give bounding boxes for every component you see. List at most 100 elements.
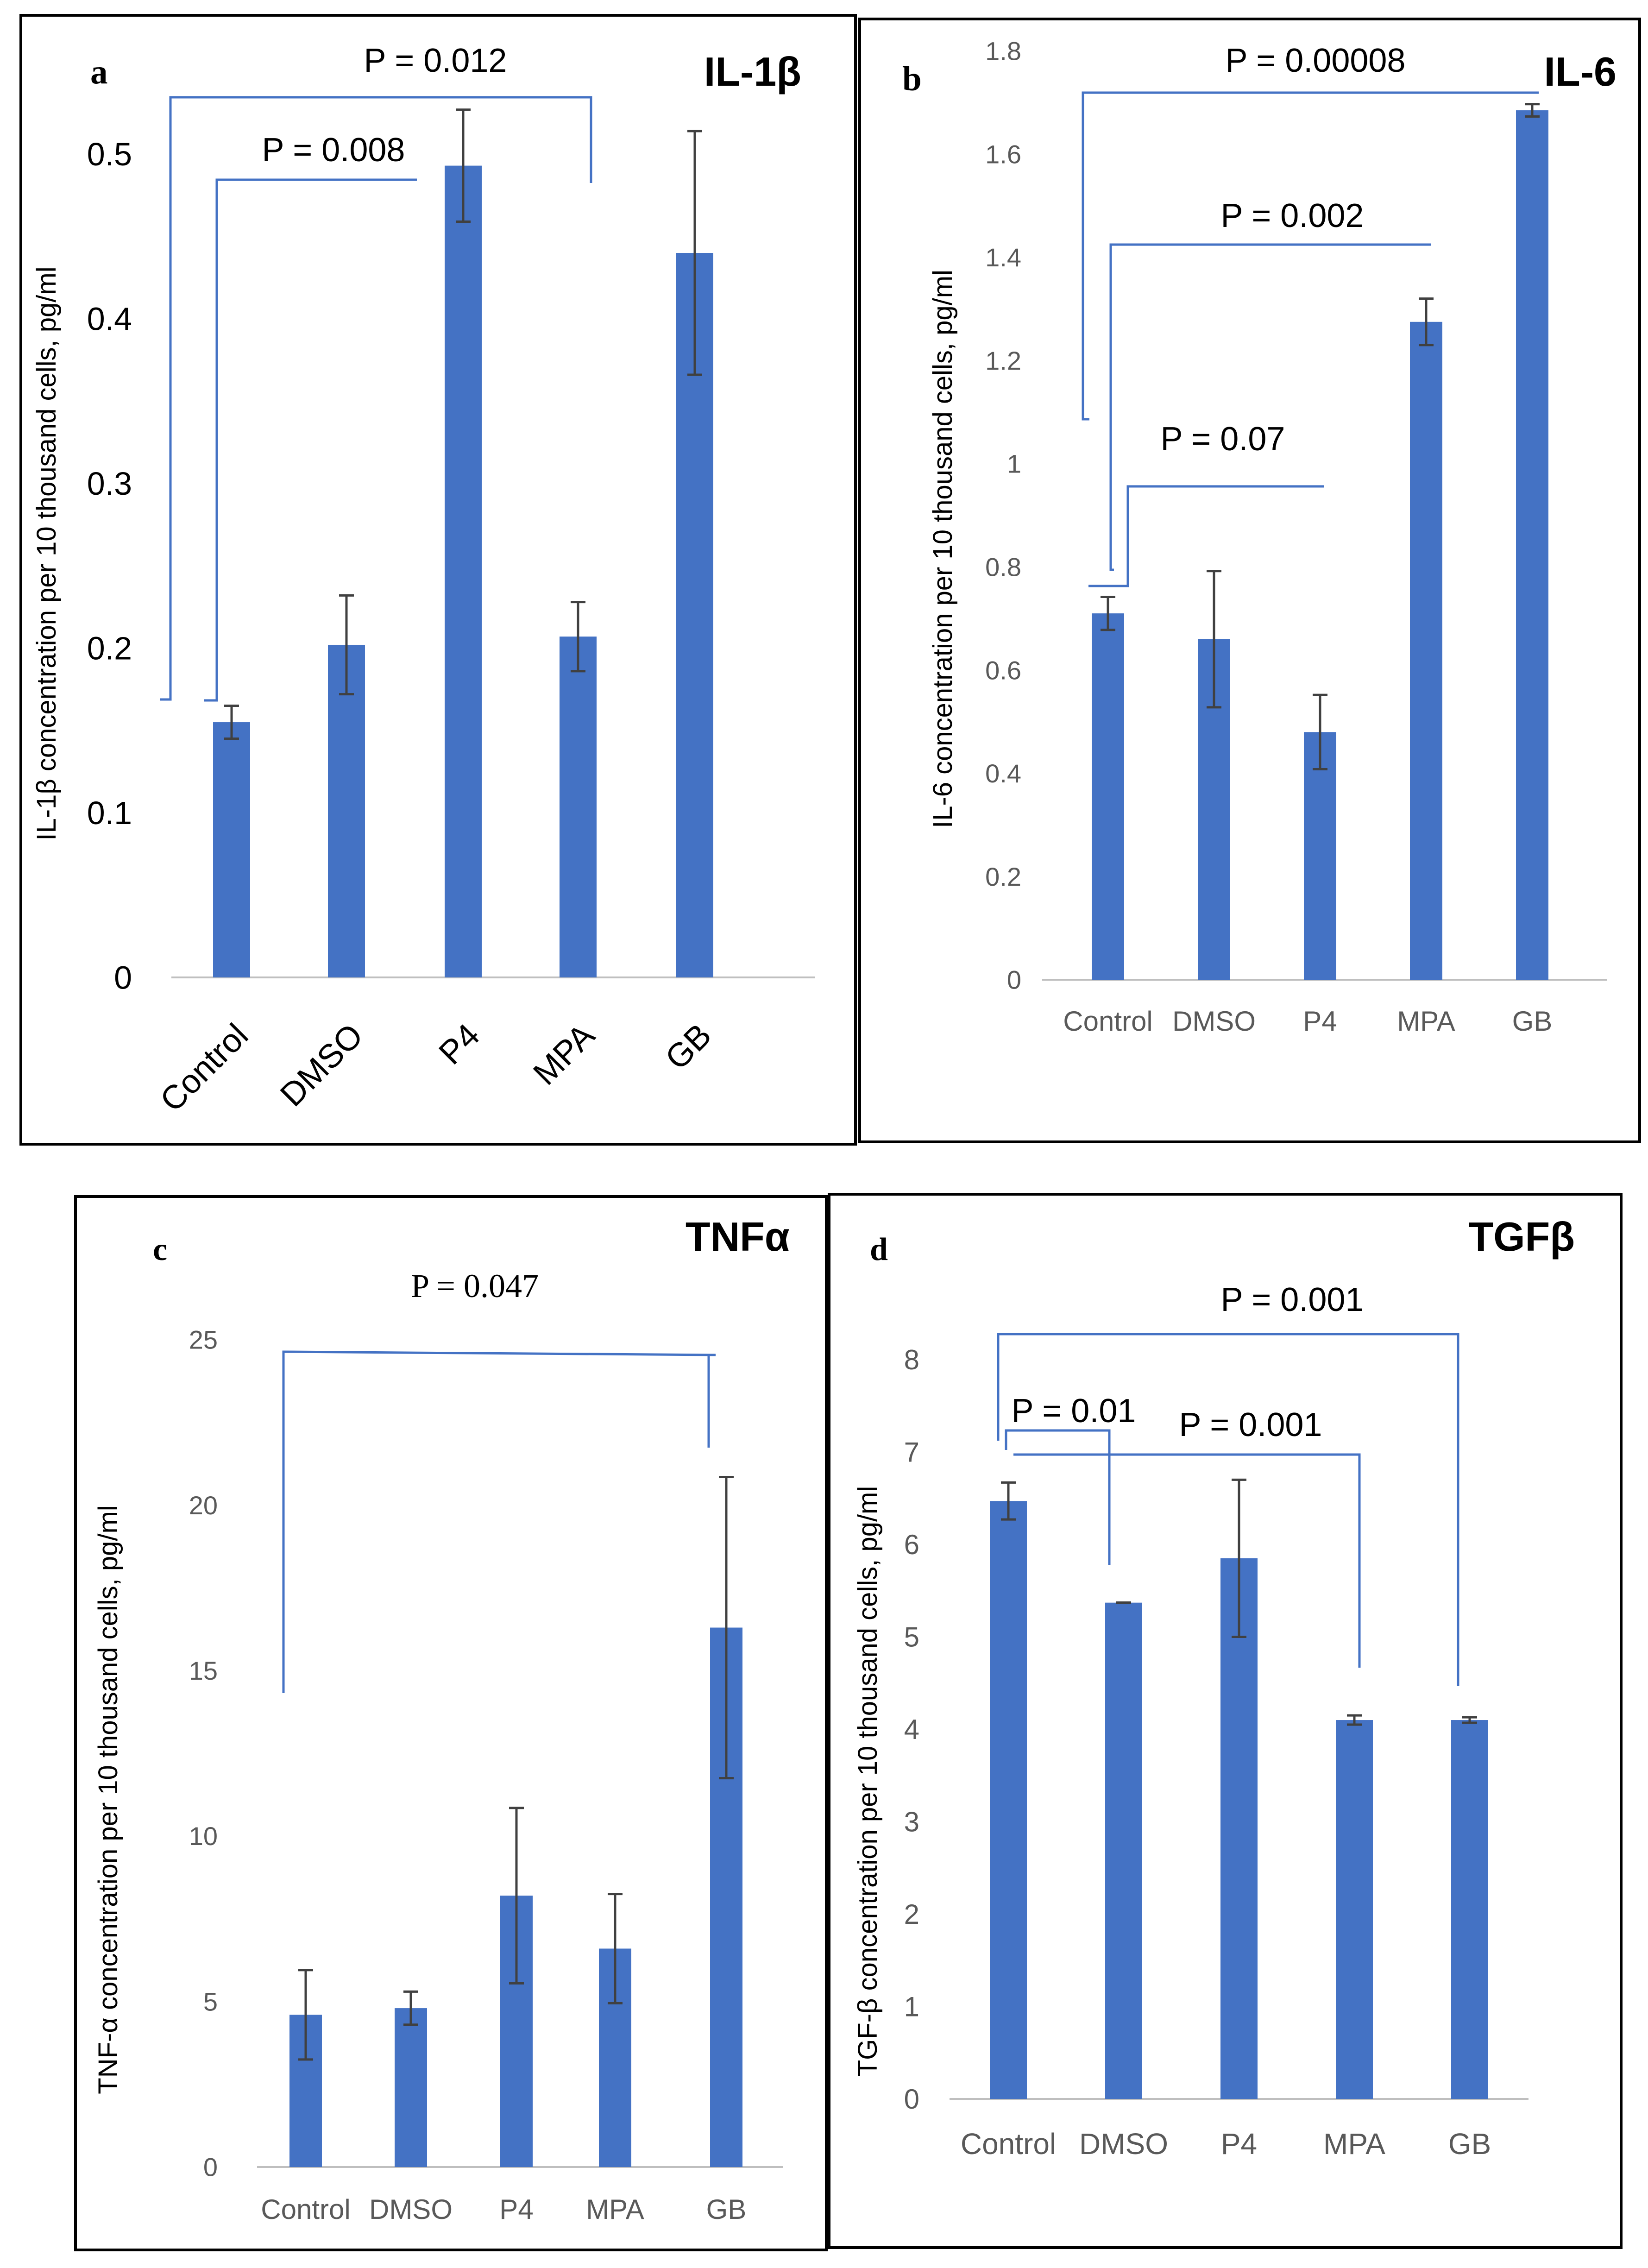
- panel-b-pvalue-control-p4: P = 0.07: [1161, 421, 1285, 458]
- panel-b-y-tick-label: 1.2: [985, 346, 1021, 375]
- panel-a-x-labels: Control DMSO P4 MPA GB: [153, 1017, 719, 1119]
- panel-a-title: IL-1β: [704, 49, 801, 94]
- panel-b-y-ticks: 0 0.2 0.4 0.6 0.8 1 1.2 1.4 1.6 1.8: [985, 37, 1021, 995]
- panel-d-error-bar-control: [1001, 1481, 1016, 1521]
- panel-b-error-bar-gb: [1525, 103, 1540, 118]
- panel-b-bar-control: [1092, 613, 1124, 980]
- panel-c-y-ticks: 0 5 10 15 20 25: [189, 1325, 218, 2182]
- panel-b-y-tick-label: 0.2: [985, 862, 1021, 891]
- panel-d-y-tick-label: 4: [904, 1714, 919, 1745]
- panel-b-il6: b IL-6 IL-6 concentration per 10 thousan…: [902, 37, 1617, 1037]
- panel-b-pvalue-control-mpa: P = 0.002: [1221, 197, 1364, 234]
- panel-a-pvalue-control-mpa: P = 0.012: [364, 42, 507, 79]
- panel-d-bar-control: [990, 1501, 1027, 2099]
- panel-b-y-tick-label: 0.8: [985, 552, 1021, 581]
- panel-a-bar-control: [213, 722, 250, 977]
- panel-d-bar-dmso: [1105, 1602, 1142, 2099]
- panel-a-y-tick-label: 0: [114, 960, 132, 996]
- panel-a-x-label-mpa: MPA: [526, 1017, 602, 1092]
- panel-c-x-label-dmso: DMSO: [369, 2194, 453, 2225]
- panel-d-bar-mpa: [1336, 1720, 1373, 2099]
- panel-a-bracket-control-p4: [204, 178, 417, 702]
- panel-a-error-bar-gb: [687, 130, 702, 376]
- panel-b-error-bar-control: [1101, 595, 1115, 631]
- panel-d-bars: [990, 1501, 1488, 2099]
- panel-c-error-bar-dmso: [403, 1990, 418, 2026]
- panel-c-title: TNFα: [686, 1214, 790, 1260]
- panel-d-y-tick-label: 6: [904, 1529, 919, 1560]
- panel-d-tgfb: d TGFβ TGF-β concentration per 10 thousa…: [853, 1214, 1575, 2161]
- panel-c-error-bars: [298, 1475, 734, 2061]
- panel-b-error-bar-mpa: [1419, 297, 1434, 346]
- panel-b-x-label-dmso: DMSO: [1172, 1006, 1256, 1037]
- panel-c-bar-dmso: [395, 2008, 427, 2167]
- panel-c-error-bar-mpa: [608, 1893, 623, 2004]
- panel-a-il1b: a IL-1β IL-1β concentration per 10 thous…: [31, 42, 815, 1119]
- panel-c-y-tick-label: 20: [189, 1491, 218, 1520]
- panel-d-x-label-p4: P4: [1221, 2127, 1257, 2161]
- panel-d-y-tick-label: 8: [904, 1344, 919, 1375]
- panel-d-y-axis-label: TGF-β concentration per 10 thousand cell…: [853, 1486, 883, 2077]
- panel-b-bracket-control-gb: [1082, 91, 1539, 421]
- panel-b-bar-p4: [1304, 732, 1336, 980]
- panel-d-x-label-dmso: DMSO: [1079, 2127, 1168, 2161]
- panel-c-x-labels: Control DMSO P4 MPA GB: [261, 2194, 746, 2225]
- panel-d-error-bar-p4: [1232, 1478, 1246, 1638]
- panel-d-title: TGFβ: [1468, 1214, 1575, 1260]
- panel-c-y-tick-label: 0: [203, 2153, 218, 2182]
- panel-a-bar-p4: [445, 165, 482, 977]
- panel-b-error-bar-p4: [1313, 693, 1327, 771]
- panel-c-error-bar-gb: [719, 1475, 734, 1780]
- panel-c-error-bar-p4: [509, 1807, 524, 1985]
- panel-b-pvalue-control-gb: P = 0.00008: [1225, 42, 1405, 79]
- panel-b-frame: [858, 18, 1641, 1143]
- panel-d-x-label-control: Control: [961, 2127, 1056, 2161]
- panel-c-y-tick-label: 15: [189, 1656, 218, 1685]
- panel-c-x-label-gb: GB: [706, 2194, 747, 2225]
- panel-a-letter: a: [90, 53, 108, 91]
- panel-c-tnfa: c TNFα TNF-α concentration per 10 thousa…: [93, 1214, 790, 2225]
- panel-d-y-tick-label: 3: [904, 1807, 919, 1838]
- panel-a-y-tick-label: 0.2: [87, 630, 132, 667]
- panel-d-error-bars: [1001, 1478, 1477, 1726]
- panel-b-bracket-control-p4: [1088, 485, 1324, 587]
- panel-c-y-tick-label: 5: [203, 1987, 218, 2016]
- panel-a-x-label-p4: P4: [432, 1017, 487, 1072]
- panel-d-y-tick-label: 2: [904, 1899, 919, 1930]
- panel-a-error-bars: [224, 108, 702, 740]
- panel-b-bar-gb: [1516, 110, 1548, 980]
- panel-c-y-tick-label: 25: [189, 1325, 218, 1354]
- panel-a-x-label-control: Control: [153, 1017, 256, 1119]
- panel-b-x-labels: Control DMSO P4 MPA GB: [1063, 1006, 1552, 1037]
- panel-d-letter: d: [870, 1232, 888, 1267]
- panel-b-error-bar-dmso: [1207, 570, 1221, 709]
- panel-b-y-tick-label: 1.6: [985, 139, 1021, 169]
- panel-a-error-bar-mpa: [571, 601, 585, 673]
- panel-d-x-label-mpa: MPA: [1323, 2127, 1385, 2161]
- panel-b-y-tick-label: 0.6: [985, 655, 1021, 685]
- panel-a-error-bar-dmso: [339, 594, 354, 696]
- panel-d-bracket-control-gb: [997, 1333, 1459, 1686]
- panel-c-frame: [74, 1195, 828, 2251]
- panel-c-pvalue-control-gb: P = 0.047: [411, 1267, 539, 1304]
- panel-d-y-tick-label: 0: [904, 2084, 919, 2115]
- panel-a-x-label-dmso: DMSO: [273, 1017, 370, 1114]
- panel-d-bar-p4: [1220, 1558, 1258, 2099]
- panel-c-x-label-control: Control: [261, 2194, 350, 2225]
- panel-a-error-bar-p4: [456, 108, 471, 223]
- panel-a-y-axis-label: IL-1β concentration per 10 thousand cell…: [31, 266, 62, 840]
- panel-b-y-tick-label: 1.8: [985, 37, 1021, 66]
- panel-a-bars: [213, 165, 713, 977]
- panel-a-frame: [19, 14, 857, 1146]
- panel-b-y-tick-label: 1: [1007, 449, 1021, 479]
- panel-a-pvalue-control-p4: P = 0.008: [262, 132, 405, 169]
- panel-d-bracket-control-dmso: [1005, 1429, 1111, 1565]
- panel-c-x-label-mpa: MPA: [586, 2194, 644, 2225]
- panel-a-bracket-control-mpa: [160, 96, 592, 701]
- panel-b-bracket-control-mpa: [1109, 243, 1431, 571]
- panel-c-bracket-control-gb: [282, 1350, 716, 1693]
- panel-d-y-tick-label: 5: [904, 1622, 919, 1653]
- panel-d-pvalue-control-dmso: P = 0.01: [1012, 1392, 1136, 1430]
- panel-b-x-label-gb: GB: [1512, 1006, 1553, 1037]
- panel-c-error-bar-control: [298, 1969, 313, 2061]
